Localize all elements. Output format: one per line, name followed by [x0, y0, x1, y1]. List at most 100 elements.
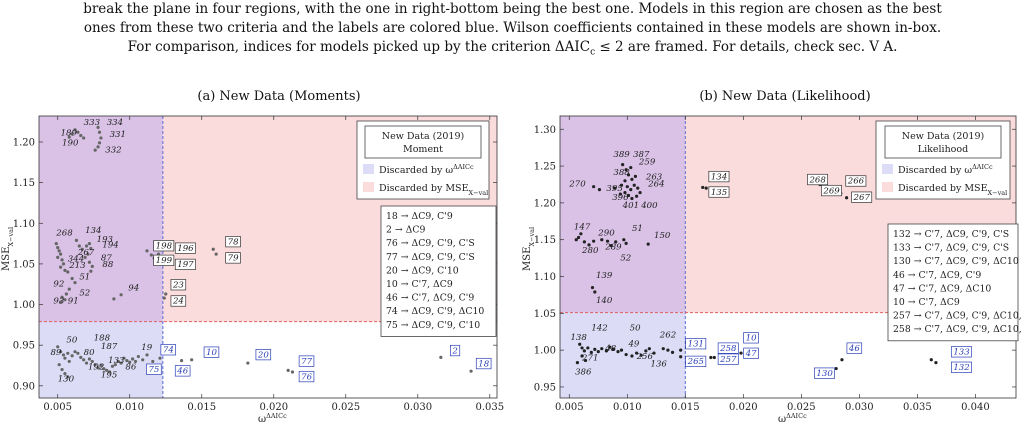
label-frame — [298, 355, 315, 367]
data-point — [145, 249, 149, 253]
point-label: 257 — [719, 355, 737, 365]
point-label: 150 — [654, 231, 671, 241]
data-point — [578, 342, 582, 346]
point-label: 147 — [574, 222, 591, 232]
label-frame — [475, 357, 492, 370]
data-point — [608, 345, 612, 349]
data-point — [670, 350, 675, 354]
x-tick-label: 0.030 — [845, 402, 874, 413]
point-label: 50 — [66, 336, 77, 346]
point-label: 77 — [301, 357, 312, 367]
data-point — [616, 350, 620, 354]
point-label: 187 — [101, 342, 118, 352]
x-tick-label: 0.020 — [259, 402, 288, 413]
point-label: 266 — [847, 177, 865, 187]
x-tick-label: 0.005 — [555, 402, 584, 413]
data-point — [74, 238, 79, 242]
wilson-box-line: 77 → ΔC9, C'9, C'S — [386, 252, 475, 263]
data-point — [704, 186, 708, 190]
point-label: 259 — [638, 158, 656, 168]
data-point — [149, 253, 153, 257]
data-point — [712, 355, 716, 360]
point-label: 130 — [816, 369, 833, 379]
point-label: 132 — [953, 363, 969, 373]
y-tick-label: 1.10 — [13, 219, 35, 230]
label-frame — [708, 170, 730, 183]
point-label: 264 — [647, 180, 664, 190]
y-tick-label: 1.30 — [534, 125, 556, 136]
data-point — [587, 243, 591, 247]
caption-line-2: ones from these two criteria and the lab… — [83, 20, 942, 36]
data-point — [840, 358, 844, 362]
point-label: 134 — [85, 226, 101, 236]
data-point — [600, 347, 604, 351]
point-label: 92 — [53, 280, 64, 290]
wilson-box-line: 10 → C'7, ΔC9 — [893, 297, 960, 308]
point-label: 19 — [141, 343, 152, 353]
data-point — [83, 255, 87, 260]
point-label: 23 — [172, 280, 184, 290]
y-tick-label: 1.15 — [534, 235, 556, 246]
point-label: 280 — [581, 246, 599, 256]
legend-swatch-blue — [882, 164, 893, 174]
legend-entry-omega: Discarded by ωΔAICc — [898, 163, 993, 176]
data-point — [630, 196, 634, 201]
caption-line-3-end: ≤ 2 are framed. For details, check sec. … — [595, 39, 898, 55]
wilson-box — [887, 223, 1019, 342]
point-label: 196 — [177, 244, 194, 254]
label-frame — [708, 186, 730, 198]
point-label: 387 — [633, 150, 650, 160]
point-label: 93 — [53, 297, 64, 307]
point-label: 213 — [68, 261, 86, 271]
point-label: 332 — [105, 146, 121, 156]
data-point — [592, 185, 596, 189]
data-point — [589, 350, 593, 354]
data-point — [57, 363, 61, 367]
data-point — [87, 260, 92, 264]
data-point — [99, 363, 103, 368]
x-axis-label: ωΔAICc — [778, 412, 807, 425]
data-point — [701, 185, 705, 190]
data-point — [133, 359, 138, 364]
data-point — [60, 295, 64, 299]
data-point — [60, 367, 64, 372]
legend-entry-mse: Discarded by MSEX−val — [898, 183, 1007, 197]
data-point — [64, 292, 68, 296]
y-tick-label: 1.05 — [13, 259, 35, 270]
data-point — [582, 349, 586, 353]
data-point — [469, 369, 473, 373]
label-frame — [298, 370, 315, 383]
region-purple — [560, 116, 686, 313]
point-label: 192 — [88, 363, 104, 373]
x-tick-label: 0.005 — [43, 402, 72, 413]
data-point — [90, 264, 94, 268]
caption-line-3: For comparison, indices for models picke… — [0, 38, 1025, 63]
data-point — [929, 358, 933, 362]
data-point — [61, 353, 66, 357]
point-label: 334 — [107, 118, 123, 128]
data-point — [624, 168, 628, 172]
data-point — [592, 239, 596, 243]
data-point — [618, 192, 622, 196]
label-frame — [685, 355, 707, 367]
x-tick-label: 0.040 — [961, 402, 990, 413]
data-point — [834, 366, 838, 371]
data-point — [99, 136, 103, 140]
data-point — [579, 232, 583, 236]
data-point — [580, 346, 584, 350]
legend-entry-omega: Discarded by ωΔAICc — [379, 163, 474, 176]
data-point — [844, 196, 849, 200]
data-point — [119, 361, 123, 365]
label-frame — [846, 342, 863, 354]
data-point — [625, 185, 629, 189]
label-frame — [807, 173, 829, 186]
caption-line-1: break the plane in four regions, with th… — [83, 1, 942, 17]
point-label: 74 — [163, 345, 174, 355]
data-point — [73, 128, 77, 132]
point-label: 289 — [604, 242, 622, 252]
data-point — [136, 354, 140, 359]
data-point — [113, 363, 117, 367]
label-frame — [225, 236, 241, 248]
y-tick-label: 0.95 — [13, 341, 35, 352]
label-frame — [255, 349, 272, 361]
